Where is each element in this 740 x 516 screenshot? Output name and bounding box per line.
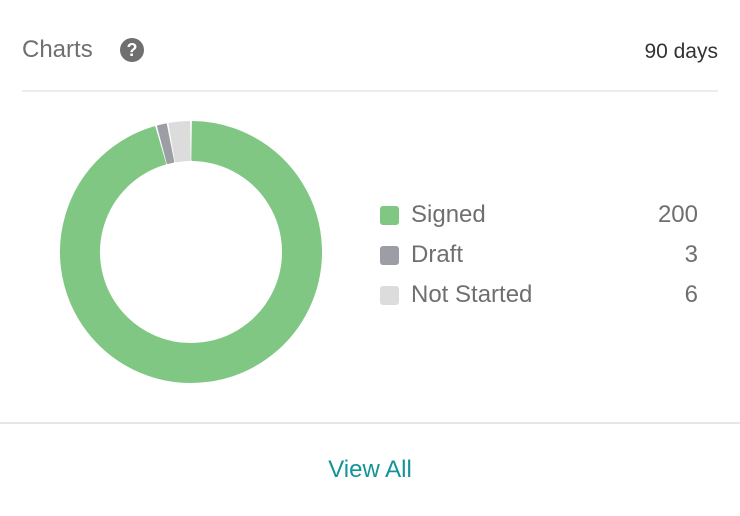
legend-item-signed: Signed 200 <box>380 195 698 235</box>
view-all-link[interactable]: View All <box>328 456 412 483</box>
legend-item-not-started: Not Started 6 <box>380 275 698 315</box>
legend-label: Signed <box>411 201 486 228</box>
legend: Signed 200 Draft 3 Not Started 6 <box>380 195 698 315</box>
legend-swatch <box>380 245 399 265</box>
legend-label: Not Started <box>411 281 533 308</box>
date-range[interactable]: 90 days <box>644 40 718 63</box>
donut-slice-not-started[interactable] <box>168 121 191 163</box>
legend-value: 6 <box>684 281 698 308</box>
legend-value: 3 <box>684 241 698 268</box>
footer-divider <box>0 422 740 424</box>
legend-swatch <box>380 285 399 305</box>
question-circle-icon[interactable]: ? <box>120 38 144 62</box>
card-title: Charts <box>22 36 93 63</box>
donut-slice-signed[interactable] <box>60 121 322 383</box>
divider <box>22 90 718 92</box>
legend-item-draft: Draft 3 <box>380 235 698 275</box>
legend-value: 200 <box>657 201 698 228</box>
legend-label: Draft <box>411 241 464 268</box>
donut-slice-draft[interactable] <box>157 123 175 165</box>
legend-swatch <box>380 205 399 225</box>
